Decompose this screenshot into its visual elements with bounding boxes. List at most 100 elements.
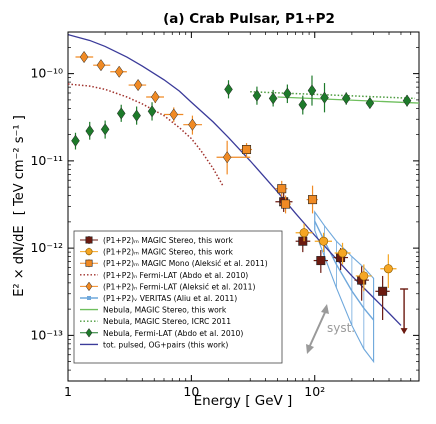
marker-diamond	[222, 151, 232, 164]
legend: (P1+P2)ₘ MAGIC Stereo, this work (P1+P2)ₘ…	[73, 230, 283, 364]
x-tick-label: 10	[183, 384, 199, 399]
marker-square	[277, 184, 287, 194]
y-tick-label: 10⁻¹⁰	[30, 66, 63, 81]
legend-label: (P1+P2)ₘ MAGIC Stereo, this work	[103, 236, 234, 245]
legend-label: (P1+P2)ₙ Fermi-LAT (Abdo et al. 2010)	[103, 271, 248, 280]
marker-diamond	[224, 83, 233, 96]
legend-entry-1: (P1+P2)ₘ MAGIC Stereo, this work	[80, 247, 234, 257]
legend-label: (P1+P2)ₘ MAGIC Stereo, this work	[103, 248, 234, 257]
legend-entry-9: tot. pulsed, OG+pairs (this work)	[80, 340, 228, 349]
tick-layer: 1 10 10² 10⁻¹³ 10⁻¹² 10⁻¹¹ 10⁻¹⁰	[30, 31, 420, 399]
marker-diamond	[283, 87, 292, 100]
marker-diamond	[307, 84, 317, 97]
series-1-point	[334, 242, 351, 265]
series-8-point	[100, 120, 110, 139]
marker-diamond	[252, 89, 262, 102]
marker-diamond	[320, 91, 329, 104]
legend-label: (P1+P2)ₘ MAGIC Mono (Aleksić et al. 2011…	[103, 259, 268, 268]
marker-circle	[319, 236, 329, 246]
series-4-point	[128, 78, 147, 92]
marker-square	[242, 145, 252, 155]
marker-diamond	[100, 123, 110, 136]
legend-label: Nebula, MAGIC Stereo, ICRC 2011	[103, 317, 231, 326]
legend-label: (P1+P2)ₙ Fermi-LAT (Aleksić et al. 2011)	[103, 282, 255, 291]
marker-diamond	[132, 109, 141, 122]
marker-diamond	[169, 108, 179, 121]
series-8-point	[252, 86, 262, 105]
series-4-point	[183, 115, 203, 135]
legend-label: (P1+P2)ᵥ VERITAS (Aliu et al. 2011)	[103, 294, 237, 303]
marker-diamond	[188, 118, 197, 131]
marker-diamond	[133, 78, 143, 92]
syst-arrow-head-bottom	[306, 344, 314, 354]
series-2-point	[279, 195, 291, 214]
marker-diamond	[116, 107, 126, 120]
legend-entry-2: (P1+P2)ₘ MAGIC Mono (Aleksić et al. 2011…	[80, 259, 268, 268]
legend-label: tot. pulsed, OG+pairs (this work)	[103, 340, 228, 349]
marker-diamond	[79, 50, 89, 64]
legend-swatch-marker	[85, 281, 93, 292]
syst-arrow	[307, 307, 328, 351]
y-axis-label-units: [ TeV cm⁻² s⁻¹ ]	[12, 115, 27, 215]
marker-diamond	[150, 90, 160, 104]
series-4-point	[216, 140, 251, 175]
marker-diamond	[147, 105, 157, 118]
series-3-line	[68, 83, 224, 187]
legend-entry-4: (P1+P2)ₙ Fermi-LAT (Aleksić et al. 2011)	[80, 281, 255, 292]
legend-entry-7: Nebula, MAGIC Stereo, ICRC 2011	[80, 317, 231, 326]
series-8-point	[116, 104, 126, 122]
chart-title: (a) Crab Pulsar, P1+P2	[163, 11, 335, 27]
y-axis-label-quantity: E² × dN/dE	[12, 225, 27, 296]
series-1-point	[380, 254, 397, 288]
series-4-point	[93, 59, 111, 72]
series-1-point	[314, 232, 332, 253]
series-0-point	[375, 275, 390, 321]
marker-square	[316, 256, 326, 266]
series-8-point	[132, 106, 141, 125]
legend-box	[73, 230, 283, 364]
series-8-point	[341, 92, 351, 105]
y-tick-label: 10⁻¹¹	[30, 153, 63, 168]
series-0-upper-limit	[400, 288, 409, 335]
series-8-point	[224, 80, 233, 99]
series-4-point	[146, 90, 165, 104]
y-tick-label: 10⁻¹³	[30, 327, 63, 342]
legend-swatch-marker	[85, 259, 93, 267]
marker-layer	[71, 50, 412, 335]
legend-entry-3: (P1+P2)ₙ Fermi-LAT (Abdo et al. 2010)	[80, 271, 248, 280]
marker-diamond	[365, 96, 375, 110]
syst-annotation: syst.	[306, 304, 355, 354]
legend-entry-0: (P1+P2)ₘ MAGIC Stereo, this work	[80, 236, 234, 245]
syst-arrow-head-top	[321, 304, 329, 314]
series-8-point	[85, 121, 95, 140]
legend-label: Nebula, Fermi-LAT (Abdo et al. 2010)	[103, 329, 243, 338]
legend-swatch-marker	[85, 236, 93, 244]
series-8-point	[71, 132, 80, 150]
series-0-point	[313, 250, 328, 273]
marker-diamond	[85, 124, 95, 138]
series-8-point	[320, 83, 329, 113]
series-4-point	[75, 50, 94, 64]
series-9-line	[68, 33, 402, 326]
legend-entry-5: (P1+P2)ᵥ VERITAS (Aliu et al. 2011)	[80, 294, 237, 303]
series-8-point	[307, 75, 317, 106]
legend-entry-6: Nebula, MAGIC Stereo, this work	[80, 306, 227, 315]
marker-diamond	[71, 134, 80, 147]
marker-square	[281, 199, 291, 209]
y-tick-label: 10⁻¹²	[30, 240, 63, 255]
marker-square	[298, 236, 308, 246]
marker-circle	[383, 264, 393, 274]
series-8-point	[147, 102, 157, 121]
marker-diamond	[114, 65, 124, 78]
series-1-point	[295, 223, 313, 242]
series-8-point	[365, 96, 375, 110]
upper-limit-arrow	[400, 328, 408, 335]
marker-diamond	[298, 98, 308, 111]
series-7-line	[250, 90, 416, 100]
marker-circle	[338, 248, 348, 258]
x-tick-label: 1	[64, 384, 72, 399]
y-axis-label: E² × dN/dE [ TeV cm⁻² s⁻¹ ]	[12, 115, 27, 297]
series-8-point	[268, 89, 278, 107]
series-2-point	[275, 180, 288, 197]
